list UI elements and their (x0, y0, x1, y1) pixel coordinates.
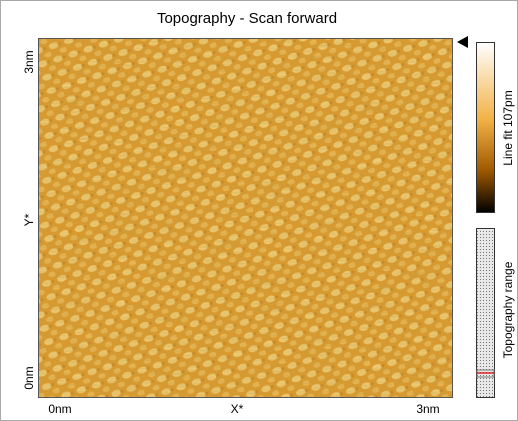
color-bar-label: Line fit 107pm (501, 90, 515, 165)
x-left-label: 0nm (48, 402, 71, 416)
range-bar-label: Topography range (501, 261, 515, 358)
x-right-label: 3nm (416, 402, 439, 416)
y-bottom-label: 0nm (22, 366, 36, 389)
line-marker[interactable] (457, 36, 468, 48)
scan-image (38, 38, 453, 398)
y-top-label: 3nm (22, 50, 36, 73)
window-title: Topography - Scan forward (157, 10, 337, 27)
y-axis-label: Y* (22, 213, 36, 226)
range-bar[interactable] (476, 228, 495, 398)
x-axis-label: X* (231, 402, 244, 416)
color-bar (476, 42, 495, 213)
